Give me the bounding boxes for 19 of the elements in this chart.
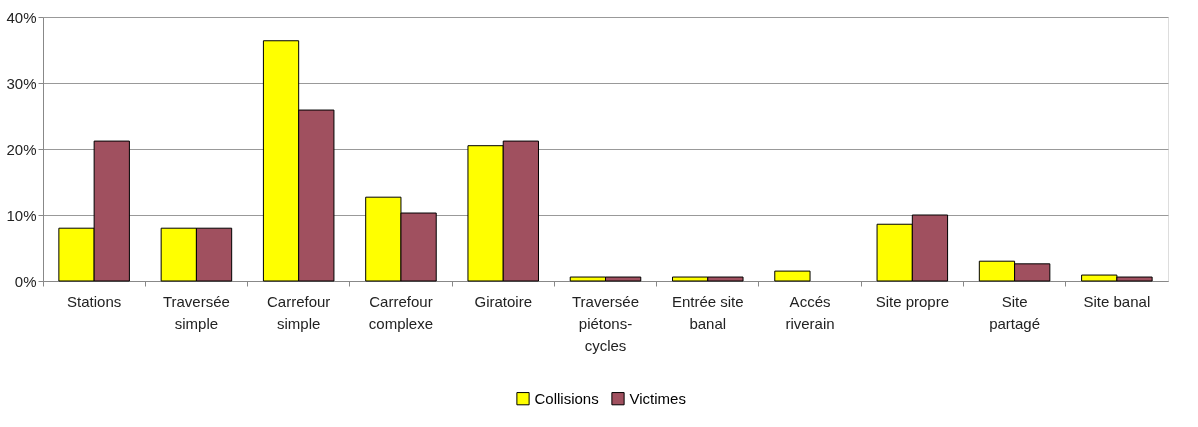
x-tick-label: Site banal: [1083, 292, 1151, 310]
y-tick-label: 30%: [6, 74, 37, 92]
legend-label: Collisions: [534, 389, 599, 407]
x-tick-label: Traversée piétons- cycles: [572, 292, 639, 354]
y-tick-label: 0%: [14, 272, 37, 290]
x-tick-label: Entrée site banal: [671, 292, 744, 332]
legend-label: Victimes: [629, 389, 686, 407]
y-tick-label: 10%: [6, 206, 37, 224]
y-tick-label: 20%: [6, 140, 37, 158]
y-tick-label: 40%: [6, 8, 37, 26]
x-tick-label: Traversée simple: [162, 292, 230, 332]
x-tick-label: Carrefour complexe: [368, 292, 434, 332]
x-tick-label: Stations: [67, 292, 122, 310]
x-tick-label: Accés riverain: [785, 292, 835, 332]
x-tick-label: Site partagé: [989, 292, 1041, 332]
x-tick-label: Site propre: [875, 292, 950, 310]
bar: [774, 270, 811, 282]
x-tick-label: Giratoire: [474, 292, 532, 310]
x-tick-label: Carrefour simple: [267, 292, 331, 332]
